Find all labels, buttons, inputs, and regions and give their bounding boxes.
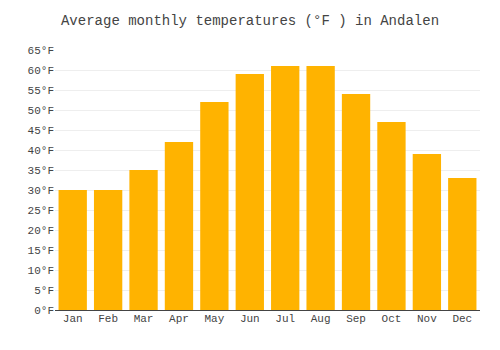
- svg-text:Nov: Nov: [417, 313, 437, 325]
- svg-text:Apr: Apr: [169, 313, 189, 325]
- svg-text:May: May: [204, 313, 224, 325]
- svg-text:Jul: Jul: [275, 313, 295, 325]
- svg-text:65°F: 65°F: [28, 45, 54, 57]
- svg-text:Average monthly temperatures (: Average monthly temperatures (°F ) in An…: [61, 13, 439, 29]
- svg-text:Aug: Aug: [311, 313, 331, 325]
- svg-text:60°F: 60°F: [28, 65, 54, 77]
- svg-text:Feb: Feb: [98, 313, 118, 325]
- svg-text:55°F: 55°F: [28, 85, 54, 97]
- svg-text:25°F: 25°F: [28, 205, 54, 217]
- svg-text:30°F: 30°F: [28, 185, 54, 197]
- svg-text:Oct: Oct: [382, 313, 402, 325]
- svg-text:5°F: 5°F: [34, 285, 54, 297]
- svg-text:20°F: 20°F: [28, 225, 54, 237]
- svg-text:Jan: Jan: [63, 313, 83, 325]
- svg-text:Jun: Jun: [240, 313, 260, 325]
- svg-text:35°F: 35°F: [28, 165, 54, 177]
- svg-text:10°F: 10°F: [28, 265, 54, 277]
- svg-text:Dec: Dec: [452, 313, 472, 325]
- svg-text:50°F: 50°F: [28, 105, 54, 117]
- svg-text:15°F: 15°F: [28, 245, 54, 257]
- svg-text:45°F: 45°F: [28, 125, 54, 137]
- svg-text:Mar: Mar: [134, 313, 154, 325]
- svg-text:0°F: 0°F: [34, 305, 54, 317]
- svg-text:Sep: Sep: [346, 313, 366, 325]
- svg-text:40°F: 40°F: [28, 145, 54, 157]
